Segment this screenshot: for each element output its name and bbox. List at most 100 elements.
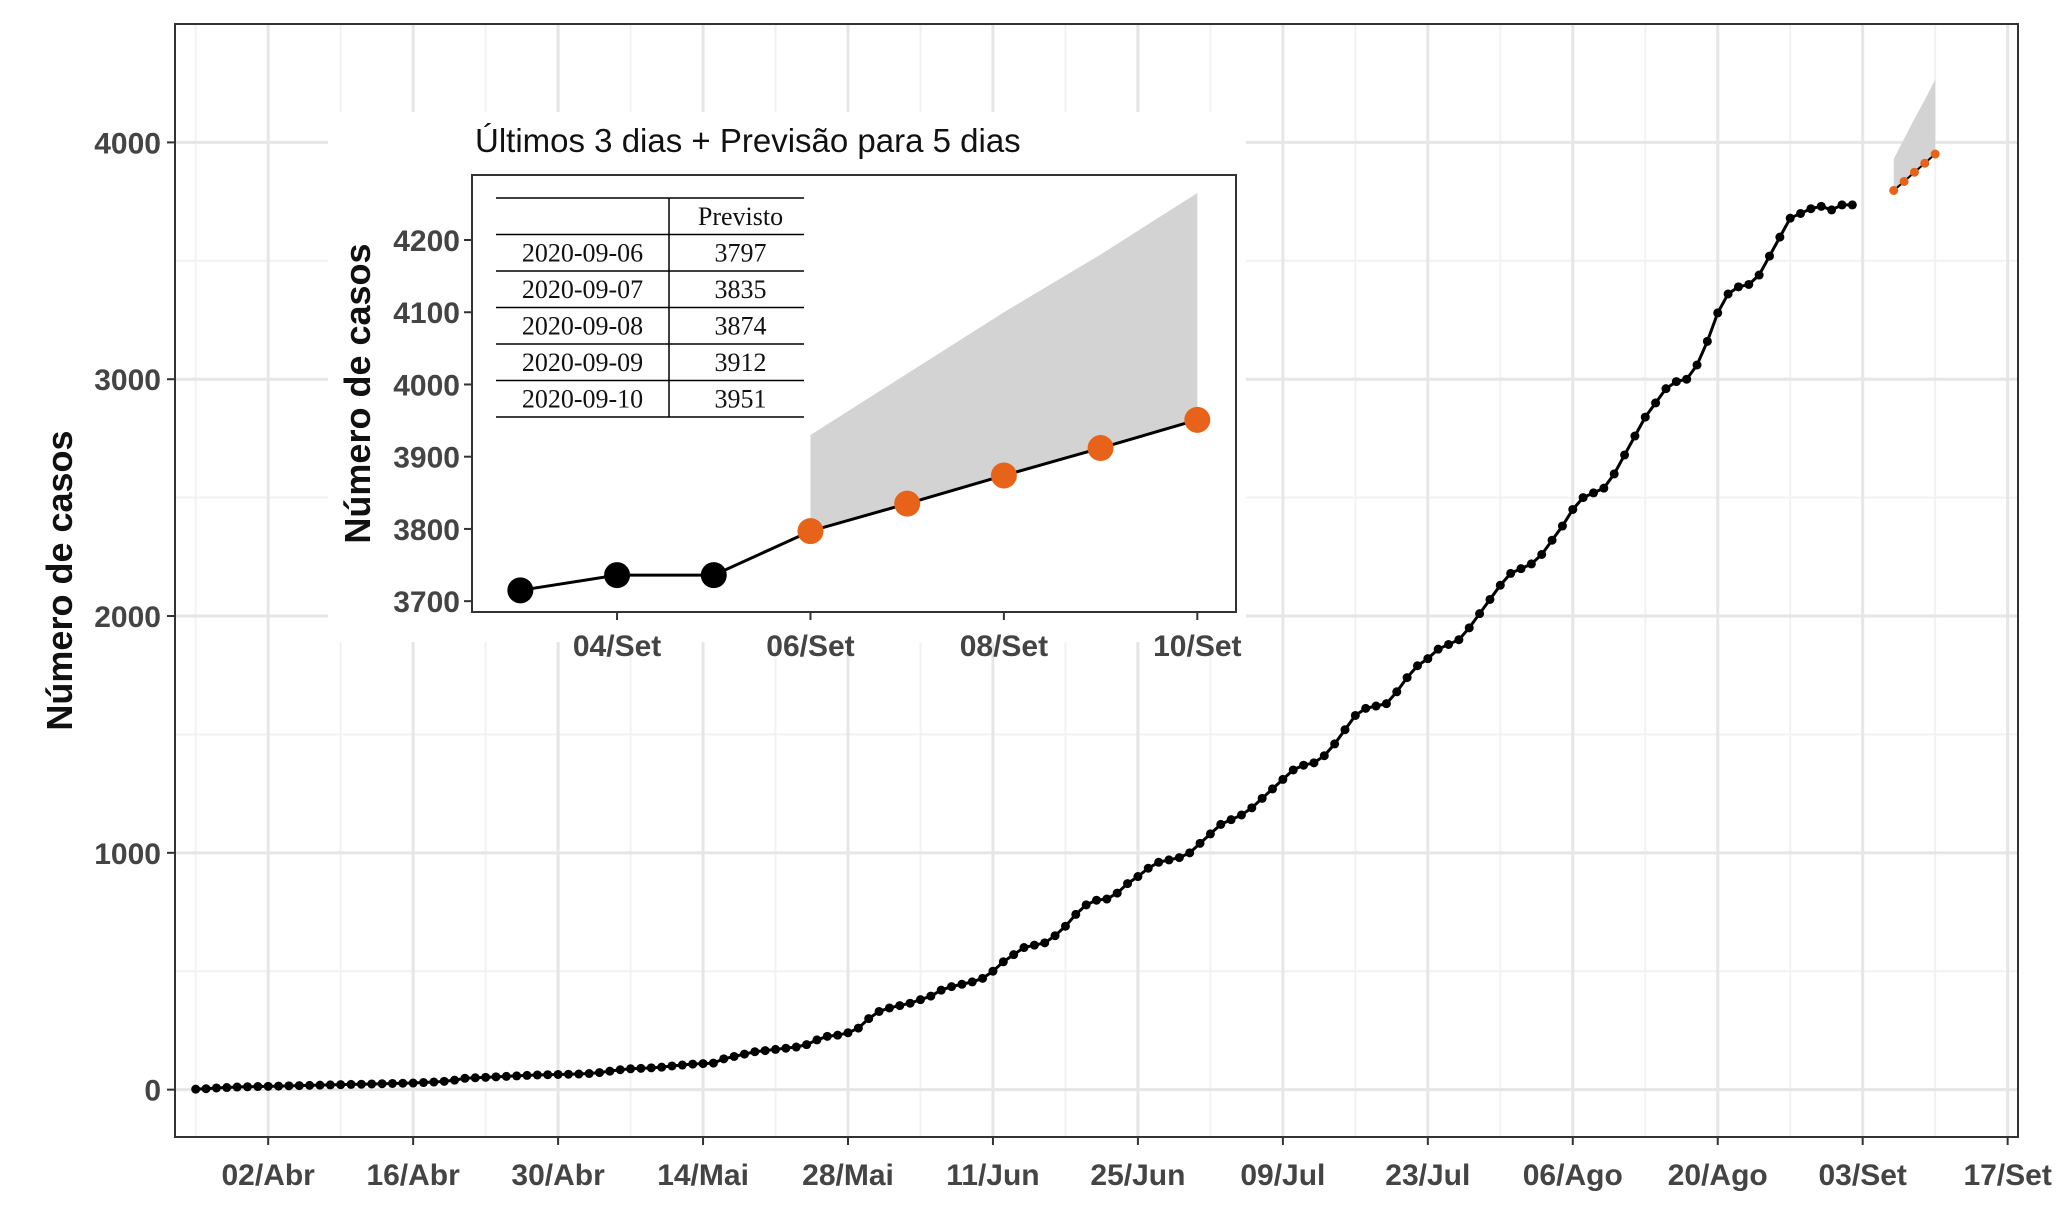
cases-point — [1268, 784, 1278, 794]
forecast-point — [1930, 149, 1940, 159]
cases-point — [1723, 289, 1733, 299]
cases-point — [1568, 504, 1578, 514]
cases-point — [1754, 270, 1764, 280]
cases-point — [1630, 431, 1640, 441]
cases-point — [967, 977, 977, 987]
cases-point — [1837, 200, 1847, 210]
cases-point — [1050, 931, 1060, 941]
cases-point — [708, 1058, 718, 1068]
cases-point — [1029, 940, 1039, 950]
cases-point — [1361, 703, 1371, 713]
cases-point — [947, 982, 957, 992]
inset-axes: Últimos 3 dias + Previsão para 5 dias 370… — [337, 122, 1242, 663]
cases-point — [1827, 205, 1837, 215]
cases-point — [563, 1069, 573, 1079]
inset-observed-point — [700, 562, 727, 589]
cases-point — [957, 979, 967, 989]
cases-point — [905, 998, 915, 1008]
cases-point — [843, 1028, 853, 1038]
inset-line — [520, 418, 1198, 592]
y-tick-label: 0 — [144, 1075, 161, 1108]
inset-x-tick-label: 10/Set — [1153, 630, 1241, 663]
inset-x-tick-label: 04/Set — [573, 630, 661, 663]
cases-point — [1195, 838, 1205, 848]
cases-point — [532, 1070, 542, 1080]
cases-point — [242, 1082, 252, 1092]
cases-point — [978, 973, 988, 983]
cases-point — [1620, 450, 1630, 460]
cases-point — [833, 1030, 843, 1040]
cases-point — [739, 1049, 749, 1059]
cases-point — [1775, 232, 1785, 242]
plot-border — [174, 23, 2019, 1138]
cases-point — [1526, 559, 1536, 569]
cases-point — [646, 1063, 656, 1073]
cases-point — [1682, 374, 1692, 384]
cases-point — [1454, 635, 1464, 645]
table-cell-date: 2020-09-09 — [522, 348, 643, 377]
cases-point — [895, 1001, 905, 1011]
cases-point — [1143, 863, 1153, 873]
cases-point — [1578, 493, 1588, 503]
cases-point — [802, 1040, 812, 1050]
x-tick-label: 14/Mai — [657, 1159, 749, 1192]
inset-x-tick-label: 06/Set — [766, 630, 854, 663]
cases-point — [460, 1073, 470, 1083]
main-axes: 0 1000 2000 3000 4000 02/Abr 16/Abr 30/Abr 14/Ma… — [39, 23, 2052, 1192]
cases-point — [512, 1071, 522, 1081]
inset-y-tick-label: 4000 — [393, 369, 460, 402]
cases-point — [626, 1064, 636, 1074]
cases-point — [1133, 872, 1143, 882]
cases-point — [1506, 568, 1516, 578]
inset-x-tick-label: 08/Set — [960, 630, 1048, 663]
cases-point — [812, 1035, 822, 1045]
cases-point — [1433, 644, 1443, 654]
cases-point — [771, 1044, 781, 1054]
table-cell-value: 3912 — [715, 348, 767, 377]
cases-point — [1040, 938, 1050, 948]
x-tick-label: 03/Set — [1818, 1159, 1906, 1192]
cases-point — [1661, 384, 1671, 394]
cases-point — [1464, 623, 1474, 633]
inset-y-tick-label: 4100 — [393, 297, 460, 330]
cases-point — [926, 991, 936, 1001]
cases-point — [1475, 609, 1485, 619]
cases-point — [1847, 200, 1857, 210]
y-tick-label: 4000 — [94, 127, 161, 160]
table-cell-value: 3797 — [715, 239, 767, 268]
cases-point — [781, 1043, 791, 1053]
cases-point — [1381, 699, 1391, 709]
cases-point — [760, 1046, 770, 1056]
cases-point — [667, 1061, 677, 1071]
x-tick-label: 28/Mai — [802, 1159, 894, 1192]
inset-y-tick-label: 3900 — [393, 442, 460, 475]
table-cell-value: 3951 — [715, 385, 767, 414]
cases-point — [387, 1078, 397, 1088]
cases-point — [1319, 751, 1329, 761]
cases-point — [1609, 469, 1619, 479]
cases-point — [1288, 765, 1298, 775]
cases-point — [429, 1077, 439, 1087]
cases-point — [1060, 921, 1070, 931]
x-tick-label: 25/Jun — [1090, 1159, 1185, 1192]
table-cell-value: 3835 — [715, 275, 767, 304]
cases-point — [1216, 819, 1226, 829]
cases-point — [853, 1023, 863, 1033]
cases-point — [553, 1069, 563, 1079]
cases-point — [1816, 201, 1826, 211]
forecast-point — [1889, 185, 1899, 195]
cases-point — [1495, 580, 1505, 590]
cases-point — [864, 1014, 874, 1024]
cases-point — [1092, 895, 1101, 905]
cases-point — [1412, 661, 1422, 671]
inset-title: Últimos 3 dias + Previsão para 5 dias — [475, 122, 1021, 159]
cases-point — [884, 1003, 894, 1013]
cases-point — [1423, 654, 1433, 664]
cases-point — [1444, 639, 1454, 649]
inset-forecast-point — [894, 490, 921, 517]
cases-point — [1009, 950, 1019, 960]
y-tick-label: 3000 — [94, 364, 161, 397]
cases-point — [1278, 774, 1288, 784]
cases-point — [1123, 879, 1133, 889]
cases-point — [1340, 725, 1350, 735]
